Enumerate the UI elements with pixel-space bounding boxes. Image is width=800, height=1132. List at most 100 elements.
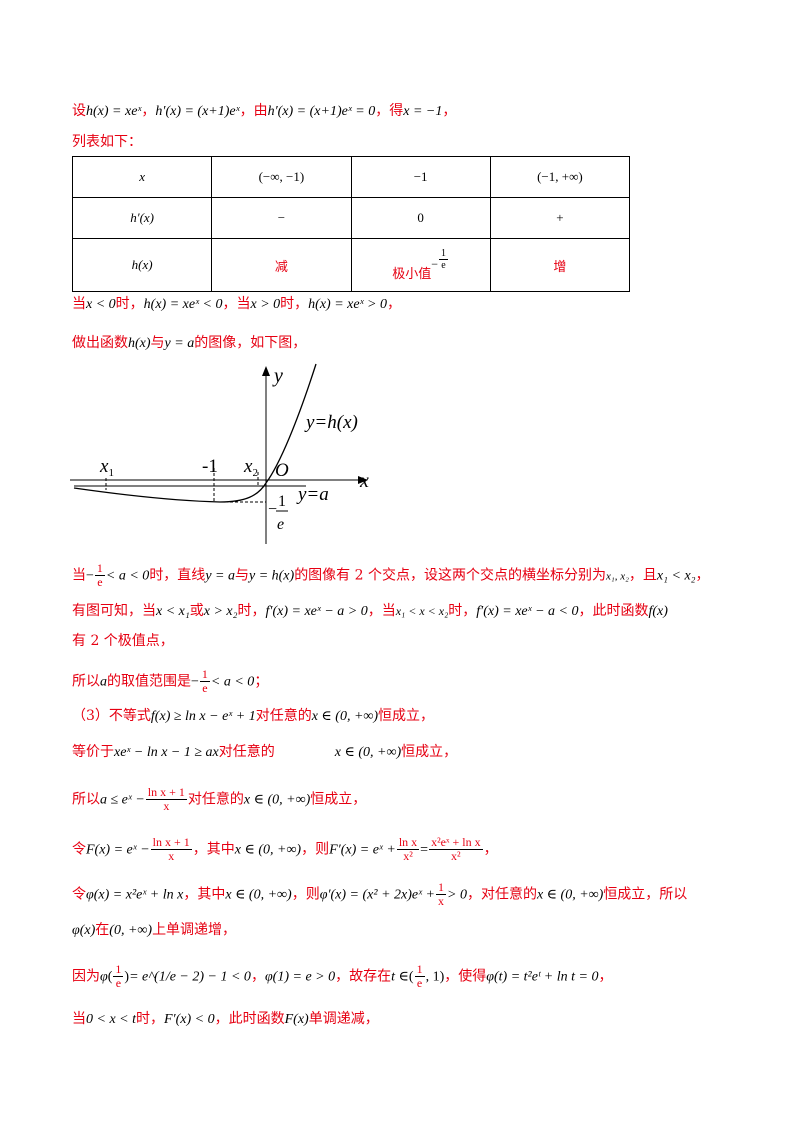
formula: φ(x) = x²eˣ + ln x xyxy=(86,887,184,903)
text: 的图像，如下图， xyxy=(194,335,307,351)
text: 时， xyxy=(237,603,266,619)
text: ， xyxy=(250,968,265,985)
formula: f(x) ≥ ln x − eˣ + 1 xyxy=(150,709,256,724)
table-cell-increasing: 增 xyxy=(489,238,631,292)
text: ， xyxy=(386,296,401,312)
text: ， xyxy=(483,841,498,858)
formula: h(x) = xeˣ < 0 xyxy=(143,297,223,312)
formula: x₁ < x < x₂ xyxy=(395,604,449,618)
numerator: ln x xyxy=(396,835,420,850)
numerator: 1 xyxy=(199,667,210,682)
text: ，且 xyxy=(628,567,657,584)
text: ， xyxy=(695,567,710,584)
text: 或 xyxy=(189,603,204,619)
formula: x < 0 xyxy=(86,297,116,312)
sign: − xyxy=(191,674,199,690)
text: 做出函数 xyxy=(72,335,128,351)
formula: f′(x) = xeˣ − a > 0 xyxy=(265,604,368,619)
formula: xeˣ − ln x − 1 ≥ ax xyxy=(114,745,219,760)
table-cell: 0 xyxy=(350,197,491,239)
x2-label: x2 xyxy=(243,456,258,479)
fraction: x²eˣ + ln x x² xyxy=(429,836,483,863)
text: ，当 xyxy=(367,603,396,619)
denominator: x² xyxy=(403,849,413,863)
tick-neg1-label: -1 xyxy=(202,456,218,477)
formula: y = a xyxy=(205,568,235,584)
text: 上单调递增， xyxy=(152,922,237,938)
text: ，使得 xyxy=(444,968,487,985)
formula: x₁, x₂ xyxy=(606,570,629,583)
table-cell: h′(x) xyxy=(71,197,213,239)
formula: F′(x) < 0 xyxy=(164,1012,215,1027)
text: ， xyxy=(598,968,613,985)
formula: h(x) xyxy=(128,336,151,351)
formula: < a < 0 xyxy=(210,674,255,690)
line-14: φ(x)在(0, +∞)上单调递增， xyxy=(72,920,236,941)
text: 等价于 xyxy=(72,744,114,760)
text: 时， xyxy=(280,296,309,312)
formula: x ∈ (0, +∞) xyxy=(225,887,292,903)
text: ，当 xyxy=(222,296,251,312)
denominator: e xyxy=(202,681,208,695)
table-cell-decreasing: 减 xyxy=(211,238,352,292)
min-label: 极小值 xyxy=(392,267,432,282)
formula: t ∈ xyxy=(391,969,409,985)
line-8: 所以a的取值范围是− 1 e < a < 0； xyxy=(72,668,268,695)
x2-letter: x xyxy=(243,456,253,477)
text: ，则 xyxy=(291,886,320,903)
formula: x ∈ (0, +∞) xyxy=(234,842,302,858)
text: ，则 xyxy=(301,841,330,858)
denominator: e xyxy=(97,575,103,589)
level-den: e xyxy=(277,516,284,533)
paren: ) xyxy=(124,969,130,985)
formula: φ(x) xyxy=(72,923,96,938)
text: ， xyxy=(141,103,156,119)
line-16: 当0 < x < t时，F′(x) < 0，此时函数F(x)单调递减， xyxy=(72,1009,379,1030)
text: 时， xyxy=(448,603,477,619)
x1-sub: 1 xyxy=(108,467,114,479)
formula: a ≤ eˣ − xyxy=(100,792,145,808)
formula: x ∈ (0, +∞) xyxy=(311,709,379,724)
numerator: 1 xyxy=(439,248,449,260)
formula: f(x) xyxy=(648,604,668,619)
table-row: h(x) 减 极小值− 1 e 增 xyxy=(71,238,631,292)
formula: F′(x) = eˣ + xyxy=(329,842,396,858)
text: 所以 xyxy=(72,791,100,808)
formula: > 0 xyxy=(447,887,467,903)
line-4: 做出函数h(x)与y = a的图像，如下图， xyxy=(72,333,306,354)
line-7: 有 2 个极值点， xyxy=(72,633,174,649)
formula: h(x) = xeˣ > 0 xyxy=(308,297,387,312)
text: 时，直线 xyxy=(149,567,206,584)
table-cell: − xyxy=(211,197,352,239)
level-sign: − xyxy=(268,501,277,518)
text: ，此时函数 xyxy=(578,603,649,619)
curve-h xyxy=(73,363,317,503)
line-1: 设h(x) = xeˣ，h′(x) = (x+1)eˣ，由h′(x) = (x+… xyxy=(72,101,456,122)
formula: F(x) xyxy=(284,1012,309,1027)
x-axis-label: x xyxy=(359,470,369,492)
min-sign: − xyxy=(431,257,439,271)
text: ，此时函数 xyxy=(214,1011,285,1027)
table-cell: −1 xyxy=(350,156,491,198)
line-2: 列表如下： xyxy=(72,134,142,150)
numerator: 1 xyxy=(414,962,425,977)
paren: ) xyxy=(439,969,445,985)
text: ，对任意的 xyxy=(466,886,537,903)
formula: φ(t) = t²eᵗ + ln t = 0 xyxy=(486,969,599,985)
text: 对任意的 xyxy=(218,744,275,760)
text: ，得 xyxy=(375,103,404,119)
text: 有图可知，当 xyxy=(72,603,156,619)
formula: 0 < x < t xyxy=(86,1012,136,1027)
denominator: x² xyxy=(451,849,461,863)
table-cell: h(x) xyxy=(71,238,213,292)
formula: (0, +∞) xyxy=(109,923,153,938)
line-label: y=a xyxy=(296,484,329,505)
formula: x ∈ (0, +∞) xyxy=(334,745,402,760)
formula: x > x₂ xyxy=(203,604,238,619)
text: ，由 xyxy=(239,103,268,119)
